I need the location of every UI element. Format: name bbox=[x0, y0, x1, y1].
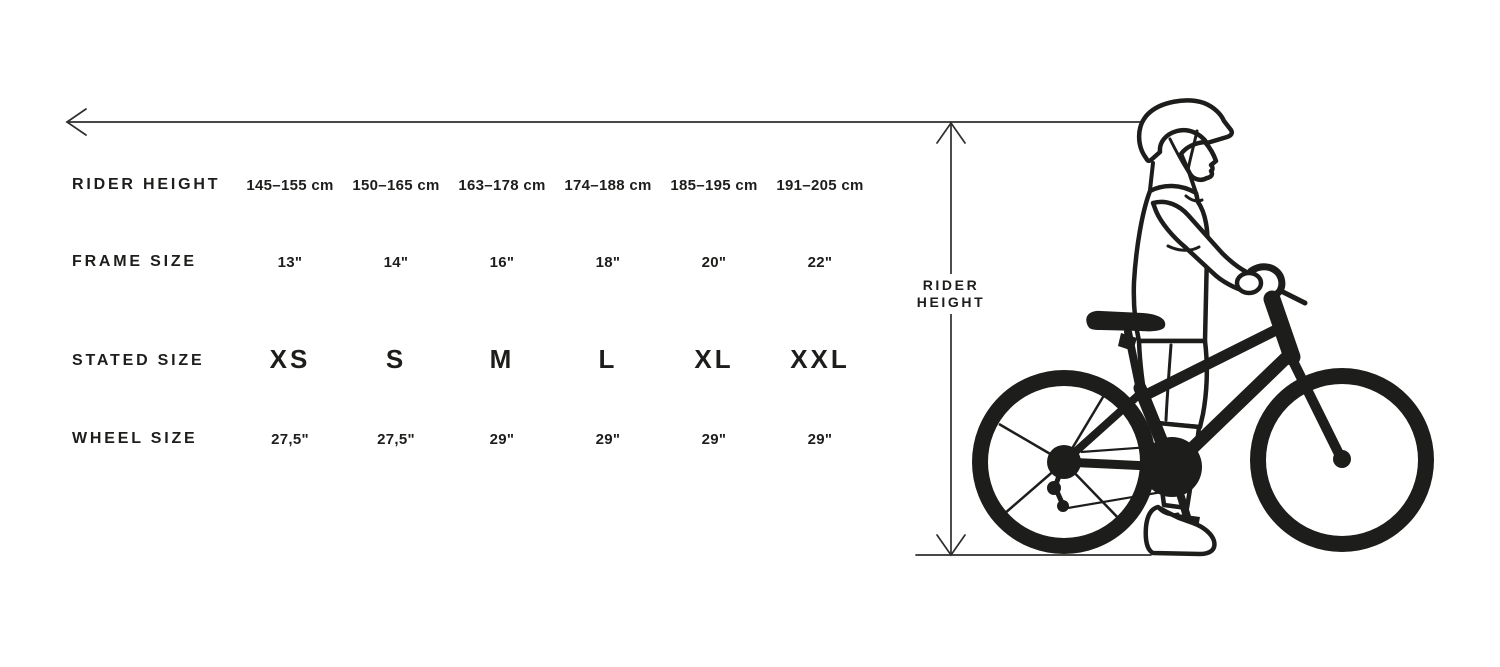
rider-height-value: 191–205 cm bbox=[776, 177, 864, 194]
shoe-cuff bbox=[1157, 507, 1180, 517]
helmet-strap-back bbox=[1168, 137, 1189, 172]
frame-size-value: 18" bbox=[595, 254, 621, 271]
handlebar bbox=[1247, 263, 1308, 306]
frame-size-value: 13" bbox=[277, 254, 303, 271]
wheel-size-value: 29" bbox=[701, 431, 727, 448]
rider-arm bbox=[1150, 199, 1264, 296]
rider-hand bbox=[1234, 270, 1264, 296]
seatstay bbox=[1060, 388, 1146, 466]
rider-height-dimension-label: RIDER HEIGHT bbox=[903, 274, 999, 314]
left-arrowhead-icon bbox=[65, 108, 87, 136]
saddle bbox=[1086, 310, 1166, 332]
rider-height-value: 174–188 cm bbox=[564, 177, 652, 194]
rider-head bbox=[1136, 98, 1235, 198]
wheel-size-value: 29" bbox=[595, 431, 621, 448]
frame-size-value: 16" bbox=[489, 254, 515, 271]
frame-size-value: 22" bbox=[807, 254, 833, 271]
row-label-frame-size: FRAME SIZE bbox=[72, 253, 197, 270]
rider-shoe bbox=[1143, 504, 1217, 557]
fork bbox=[1285, 350, 1346, 463]
helmet-strap-front bbox=[1186, 129, 1199, 172]
bike-frame bbox=[1086, 290, 1346, 474]
neck-back bbox=[1148, 161, 1155, 192]
frame-size-value: 14" bbox=[383, 254, 409, 271]
row-label-rider-height: RIDER HEIGHT bbox=[72, 176, 221, 193]
wheel-size-value: 29" bbox=[807, 431, 833, 448]
rider-height-value: 150–165 cm bbox=[352, 177, 440, 194]
saddle-clamp bbox=[1118, 333, 1137, 351]
rider-height-value: 145–155 cm bbox=[246, 177, 334, 194]
dimension-label-line2: HEIGHT bbox=[916, 294, 986, 310]
collar-line bbox=[1184, 194, 1204, 203]
helmet-icon bbox=[1136, 98, 1235, 164]
head-tube bbox=[1263, 290, 1301, 366]
face bbox=[1178, 139, 1219, 182]
stated-size-value: XXL bbox=[790, 344, 850, 374]
wheel-size-value: 29" bbox=[489, 431, 515, 448]
row-label-stated-size: STATED SIZE bbox=[72, 352, 205, 369]
brake-lever bbox=[1278, 288, 1308, 306]
chain-bottom bbox=[1067, 490, 1163, 510]
rider-height-value: 163–178 cm bbox=[458, 177, 546, 194]
sleeve-seam bbox=[1166, 244, 1201, 252]
rider-height-value: 185–195 cm bbox=[670, 177, 758, 194]
wheel-size-value: 27,5" bbox=[377, 431, 415, 448]
stated-size-value: L bbox=[598, 344, 618, 374]
frame-size-value: 20" bbox=[701, 254, 727, 271]
stated-size-value: M bbox=[489, 344, 515, 374]
down-tube bbox=[1169, 350, 1294, 471]
measurement-lines bbox=[65, 108, 1152, 557]
top-tube bbox=[1138, 325, 1280, 402]
dimension-label-line1: RIDER bbox=[922, 277, 980, 293]
grip bbox=[1247, 263, 1286, 300]
row-label-wheel-size: WHEEL SIZE bbox=[72, 430, 198, 447]
up-arrowhead-icon bbox=[936, 121, 966, 144]
stated-size-value: XL bbox=[694, 344, 734, 374]
stated-size-value: S bbox=[385, 344, 407, 374]
wheel-size-value: 27,5" bbox=[271, 431, 309, 448]
stated-size-value: XS bbox=[269, 344, 311, 374]
